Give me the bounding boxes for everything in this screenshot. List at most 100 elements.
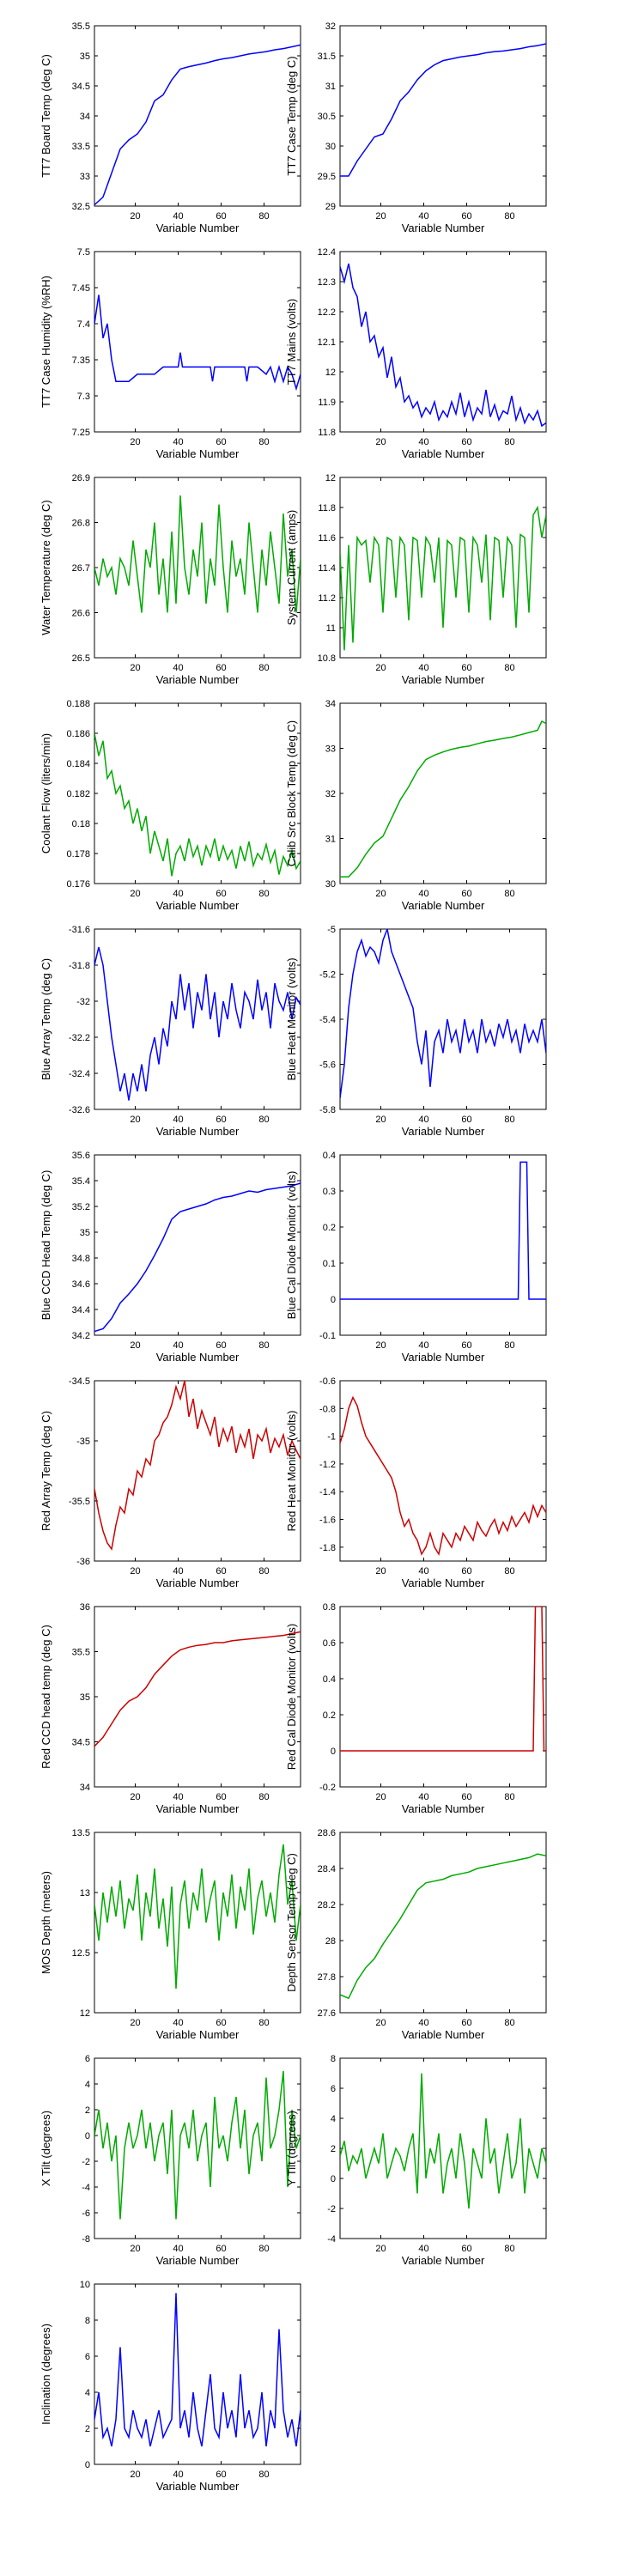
y-tick-label: 11.8 [318,503,336,513]
x-tick-label: 80 [258,1566,269,1577]
y-tick-label: -32 [76,997,90,1007]
y-tick-label: 7.4 [77,319,90,330]
y-tick-label: -1.4 [319,1487,336,1498]
x-tick-label: 20 [375,1792,386,1802]
x-axis-label: Variable Number [402,1577,485,1589]
plot-frame [94,251,301,433]
x-tick-label: 20 [375,1566,386,1577]
x-tick-label: 40 [173,2244,183,2254]
x-tick-label: 60 [216,1566,226,1577]
y-tick-label: 28 [325,1936,336,1947]
y-tick-label: -5.6 [319,1060,336,1071]
y-tick-label: 13 [80,1888,90,1899]
x-axis-label: Variable Number [402,222,485,234]
y-tick-label: -4 [327,2234,336,2245]
x-tick-label: 80 [504,663,514,673]
x-tick-label: 20 [130,2244,140,2254]
plot-frame [94,1154,301,1336]
y-tick-label: 12 [325,473,336,483]
x-tick-label: 60 [461,1792,471,1802]
x-axis-label: Variable Number [156,447,240,460]
x-tick-label: 40 [173,1115,183,1125]
chart-panel: 34.2 34.4 34.6 34.8 35 35.2 35.4 35.6 20 40 60 80 Va… [39,1151,301,1364]
y-tick-label: 12.5 [72,1948,90,1959]
data-series-line [94,495,301,613]
x-axis-label: Variable Number [156,899,240,912]
plot-frame [94,2057,301,2239]
y-tick-label: 4 [331,2114,336,2124]
y-tick-label: 6 [85,2352,90,2362]
x-tick-label: 40 [173,2018,183,2028]
x-tick-label: 60 [216,1792,226,1802]
x-tick-label: 40 [418,2244,428,2254]
y-tick-label: 7.3 [77,392,90,402]
y-tick-label: 27.6 [318,2008,336,2019]
chart-panel: 0 2 4 6 8 10 20 40 60 80 Variable Number Inclinatio… [39,2280,301,2493]
y-tick-label: 6 [331,2084,336,2094]
data-series-line [340,2073,546,2209]
y-tick-label: 31 [325,835,336,845]
y-tick-label: 36 [80,1602,90,1613]
y-axis-label: Water Temperature (deg C) [39,500,52,635]
x-axis-label: Variable Number [402,2028,485,2041]
plot-frame [339,928,547,1110]
x-tick-label: 80 [258,437,269,447]
y-tick-label: -35 [76,1437,90,1447]
plot-frame [94,477,301,659]
x-tick-label: 40 [173,1792,183,1802]
x-tick-label: 20 [375,889,386,899]
chart-panel: 26.5 26.6 26.7 26.8 26.9 20 40 60 80 Variable Num… [39,473,301,686]
data-series-line [94,1844,301,1990]
y-tick-label: 12.4 [318,247,336,258]
x-tick-label: 40 [418,663,428,673]
x-tick-label: 40 [173,211,183,222]
x-tick-label: 20 [375,437,386,447]
y-tick-label: 0.1 [323,1259,336,1269]
y-tick-label: -5 [327,925,336,935]
x-tick-label: 20 [375,663,386,673]
y-tick-label: 34.2 [72,1331,90,1341]
y-tick-label: 12.3 [318,277,336,288]
y-tick-label: 8 [331,2054,336,2064]
x-tick-label: 60 [461,1340,471,1351]
y-tick-label: 12 [325,368,336,378]
y-tick-label: -32.4 [69,1069,90,1079]
y-tick-label: 2 [85,2424,90,2434]
data-series-line [340,505,546,651]
chart-panel: -0.1 0 0.1 0.2 0.3 0.4 20 40 60 80 Variable Number… [285,1151,547,1364]
y-tick-label: 0.4 [323,1151,336,1161]
y-tick-label: 32 [325,789,336,799]
y-tick-label: 34 [80,112,90,122]
data-series-line [340,1607,546,1752]
y-axis-label: Red CCD head temp (deg C) [39,1625,52,1769]
x-axis-label: Variable Number [156,2028,240,2041]
y-tick-label: 0.18 [72,819,90,829]
x-tick-label: 60 [216,1115,226,1125]
plot-frame [94,1380,301,1562]
y-tick-label: 27.8 [318,1972,336,1983]
y-tick-label: 28.4 [318,1864,336,1874]
y-tick-label: -0.2 [319,1783,336,1793]
x-tick-label: 80 [504,2018,514,2028]
y-tick-label: 32 [325,21,336,32]
x-tick-label: 60 [216,211,226,222]
plot-frame [94,702,301,884]
x-axis-label: Variable Number [402,2254,485,2267]
x-tick-label: 20 [375,2244,386,2254]
x-axis-label: Variable Number [156,1351,240,1364]
y-tick-label: 0 [331,2174,336,2184]
x-tick-label: 20 [130,1792,140,1802]
y-axis-label: X Tilt (degrees) [39,2111,52,2186]
x-tick-label: 80 [258,663,269,673]
x-tick-label: 80 [258,1340,269,1351]
y-tick-label: 4 [85,2080,90,2090]
chart-panel: -36 -35.5 -35 -34.5 20 40 60 80 Variable Number R… [39,1376,301,1589]
y-tick-label: 35.2 [72,1202,90,1212]
data-series-line [94,1631,301,1747]
y-tick-label: 8 [85,2316,90,2326]
y-tick-label: 26.9 [72,473,90,483]
y-tick-label: 35.5 [72,1648,90,1658]
y-tick-label: 28.2 [318,1900,336,1911]
y-tick-label: 7.45 [72,283,90,294]
plot-frame [339,1832,547,2014]
